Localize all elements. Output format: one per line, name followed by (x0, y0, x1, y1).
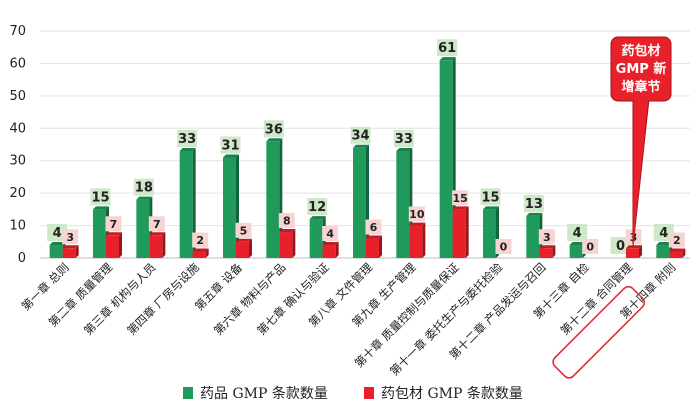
data-label-packaging-gmp: 7 (148, 216, 165, 232)
bar-packaging-gmp (322, 242, 339, 258)
data-label-text: 0 (616, 239, 625, 254)
y-tick-label: 40 (9, 121, 26, 136)
bar-drug-gmp (526, 212, 543, 258)
bar-drug-gmp (353, 144, 369, 258)
legend-swatch (364, 387, 374, 399)
data-label-text: 34 (351, 129, 369, 144)
data-label-packaging-gmp: 10 (408, 206, 425, 222)
data-label-text: 15 (453, 192, 468, 205)
legend-swatch (183, 387, 193, 399)
data-label-packaging-gmp: 7 (105, 216, 122, 232)
data-label-text: 61 (438, 41, 456, 56)
y-tick-label: 60 (9, 56, 26, 71)
y-axis: 0 10 20 30 40 50 60 70 (9, 24, 26, 266)
new-chapter-highlight (552, 285, 646, 379)
data-label-text: 2 (673, 234, 681, 247)
data-label-text: 13 (525, 197, 543, 212)
data-label-drug-gmp: 13 (523, 194, 544, 212)
data-label-text: 0 (586, 241, 594, 254)
legend-item: 药品 GMP 条款数量 (183, 385, 328, 402)
bar-drug-gmp (396, 147, 413, 258)
data-label-text: 18 (135, 181, 153, 196)
bar-drug-gmp (179, 147, 196, 258)
bar-packaging-gmp (62, 245, 79, 258)
y-tick-label: 20 (9, 186, 26, 201)
data-label-text: 33 (395, 132, 413, 147)
bar-drug-gmp (266, 138, 283, 258)
data-label-packaging-gmp: 0 (495, 239, 512, 254)
data-label-drug-gmp: 15 (480, 188, 501, 206)
data-label-drug-gmp: 12 (307, 198, 328, 216)
callout-text: 药包材 (621, 43, 660, 59)
data-label-drug-gmp: 34 (350, 126, 371, 144)
data-label-text: 31 (221, 138, 239, 153)
data-label-packaging-gmp: 3 (538, 229, 555, 245)
data-label-packaging-gmp: 2 (192, 232, 209, 248)
data-label-packaging-gmp: 6 (365, 219, 382, 235)
data-label-text: 8 (283, 215, 291, 228)
data-label-text: 33 (178, 132, 196, 147)
callout-text: GMP 新 (616, 61, 667, 77)
data-label-text: 3 (543, 231, 551, 244)
data-label-drug-gmp: 15 (90, 188, 111, 206)
bar-packaging-gmp (452, 206, 469, 258)
data-label-text: 0 (500, 241, 508, 254)
highlight-box (552, 285, 646, 379)
bar-packaging-gmp (539, 245, 556, 258)
bar-packaging-gmp (149, 232, 166, 258)
data-label-text: 15 (91, 190, 109, 205)
data-label-drug-gmp: 31 (220, 136, 241, 154)
bar-packaging-gmp (626, 245, 642, 258)
bar-packaging-gmp (106, 232, 122, 258)
bar-packaging-gmp (192, 248, 209, 258)
bar-packaging-gmp (279, 229, 296, 258)
legend-label: 药包材 GMP 条款数量 (381, 385, 523, 402)
y-tick-label: 10 (9, 219, 26, 234)
data-label-text: 7 (153, 218, 161, 231)
data-label-drug-gmp: 4 (567, 224, 588, 242)
data-label-packaging-gmp: 5 (235, 222, 252, 238)
bar-packaging-gmp (669, 248, 686, 258)
data-label-text: 12 (308, 200, 326, 215)
data-label-drug-gmp: 61 (437, 39, 458, 57)
data-label-packaging-gmp: 2 (668, 232, 685, 248)
data-label-text: 7 (110, 218, 118, 231)
data-label-text: 4 (659, 226, 668, 241)
bar-packaging-gmp (236, 238, 252, 258)
data-label-drug-gmp: 33 (393, 129, 414, 147)
y-tick-label: 30 (9, 154, 26, 169)
data-label-drug-gmp: 33 (177, 129, 198, 147)
data-label-packaging-gmp: 0 (582, 239, 599, 254)
data-label-text: 4 (573, 226, 582, 241)
legend-item: 药包材 GMP 条款数量 (364, 385, 523, 402)
data-label-packaging-gmp: 3 (62, 229, 79, 245)
data-label-text: 2 (196, 234, 204, 247)
data-label-text: 15 (481, 190, 499, 205)
data-label-drug-gmp: 18 (133, 178, 154, 196)
data-label-packaging-gmp: 4 (322, 226, 339, 242)
data-label-text: 6 (370, 221, 378, 234)
data-label-text: 36 (265, 122, 283, 137)
data-label-drug-gmp: 36 (263, 120, 284, 138)
data-label-text: 3 (66, 231, 74, 244)
bar-packaging-gmp (409, 222, 426, 258)
bar-packaging-gmp (366, 235, 382, 258)
data-label-packaging-gmp: 8 (278, 213, 295, 229)
legend: 药品 GMP 条款数量 药包材 GMP 条款数量 (183, 385, 523, 402)
y-tick-label: 50 (9, 89, 26, 104)
data-label-text: 5 (240, 224, 248, 237)
legend-label: 药品 GMP 条款数量 (200, 385, 328, 402)
data-label-text: 10 (409, 208, 425, 221)
data-label-packaging-gmp: 15 (452, 190, 469, 206)
data-label-text: 4 (53, 226, 62, 241)
callout-text: 增章节 (621, 79, 660, 95)
y-tick-label: 70 (9, 24, 26, 39)
y-tick-label: 0 (18, 251, 26, 266)
data-label-text: 4 (326, 228, 334, 241)
